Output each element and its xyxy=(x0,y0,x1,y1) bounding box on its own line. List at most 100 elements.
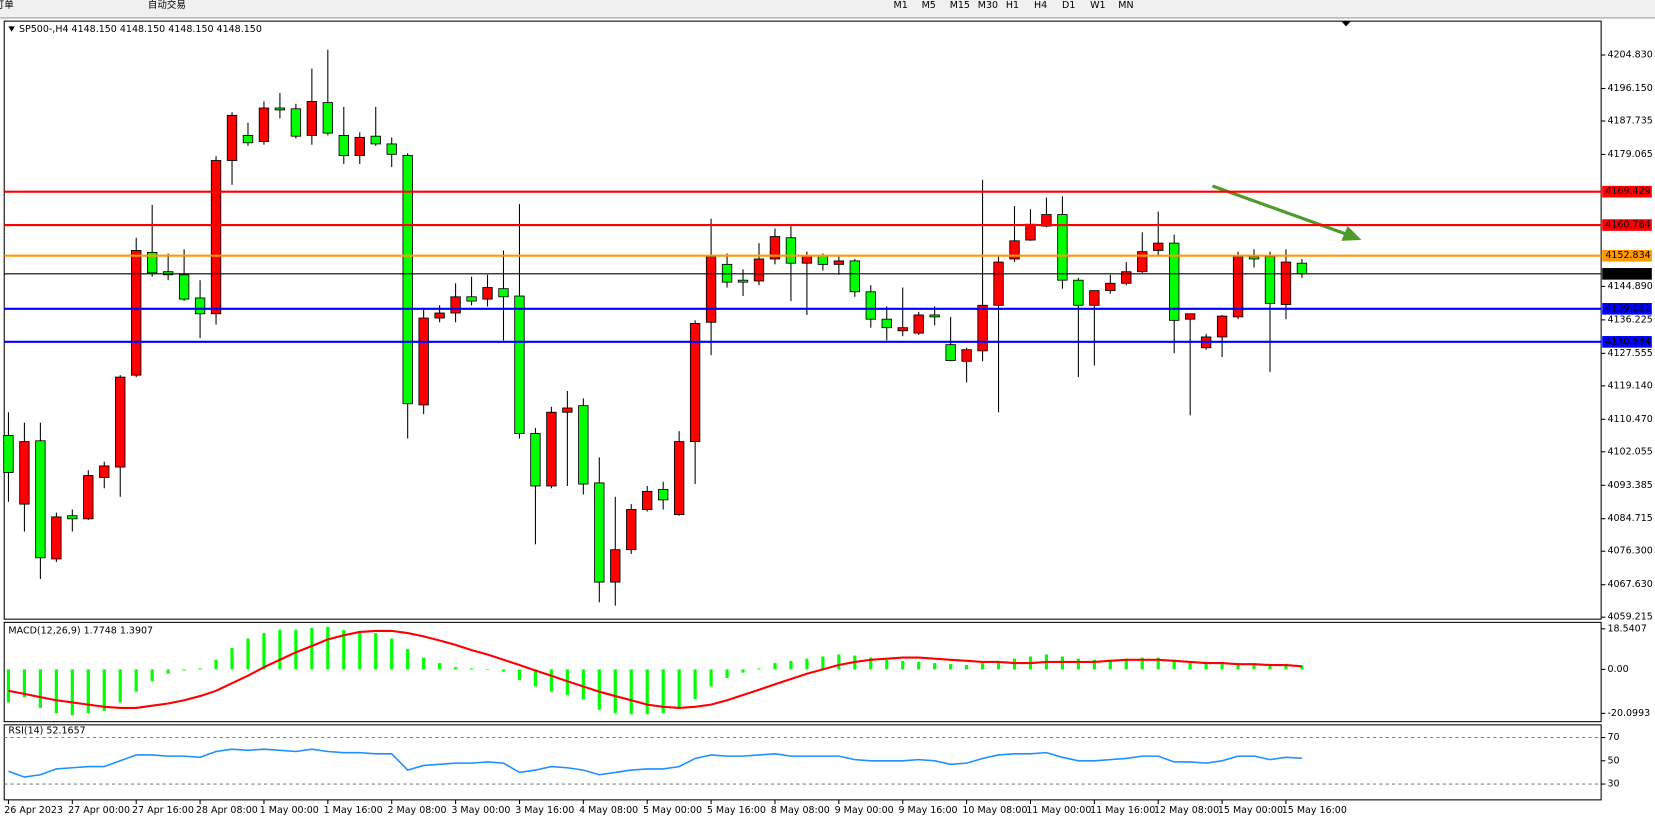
macd-bar xyxy=(517,669,522,681)
macd-bar xyxy=(709,669,713,687)
y-tick-label: 4127.555 xyxy=(1607,348,1652,359)
level-label-box xyxy=(1602,219,1652,231)
candle-body xyxy=(210,160,222,315)
candle-body xyxy=(833,260,845,265)
macd-bar xyxy=(38,669,42,708)
candle-body xyxy=(466,296,477,302)
macd-bar xyxy=(1284,664,1288,670)
macd-bar xyxy=(677,669,681,708)
macd-bar xyxy=(501,669,506,672)
macd-bar xyxy=(1172,659,1176,670)
candle-body xyxy=(913,314,924,334)
y-tick-label: 4084.715 xyxy=(1607,513,1652,524)
macd-bar xyxy=(310,627,314,670)
candle-body xyxy=(1025,223,1036,241)
symbol-icon xyxy=(8,26,15,32)
macd-bar xyxy=(597,669,601,710)
timeframe-button[interactable]: H4 xyxy=(1034,0,1047,11)
x-tick-label: 5 May 00:00 xyxy=(643,805,702,816)
macd-bar xyxy=(1188,661,1192,670)
x-tick-label: 11 May 00:00 xyxy=(1026,805,1091,816)
macd-bar xyxy=(102,669,106,711)
macd-bar xyxy=(262,633,266,670)
x-tick-label: 11 May 16:00 xyxy=(1090,805,1155,816)
macd-bar xyxy=(422,657,426,670)
y-tick-label: 4196.150 xyxy=(1607,83,1652,94)
candle-body xyxy=(865,291,876,320)
y-tick-label: 4187.735 xyxy=(1607,115,1652,126)
timeframe-button[interactable]: H1 xyxy=(1006,0,1019,11)
macd-bar xyxy=(485,669,490,671)
candle-body xyxy=(1296,262,1308,275)
macd-bar xyxy=(278,630,282,670)
timeframe-button[interactable]: MN xyxy=(1118,0,1133,11)
x-tick-label: 2 May 08:00 xyxy=(387,805,446,816)
macd-bar xyxy=(949,664,953,670)
candle-body xyxy=(977,304,988,352)
x-tick-label: 3 May 16:00 xyxy=(515,805,574,816)
x-tick-label: 15 May 00:00 xyxy=(1218,805,1283,816)
timeframe-button[interactable]: M5 xyxy=(922,0,936,11)
level-label-box xyxy=(1602,302,1652,315)
rsi-line xyxy=(8,748,1302,778)
trend-arrow-head xyxy=(1341,226,1362,241)
macd-bar xyxy=(1268,664,1272,670)
candle-body xyxy=(178,274,190,300)
candle-body xyxy=(67,515,78,520)
candle-body xyxy=(386,143,397,155)
y-tick-label: 4119.140 xyxy=(1607,380,1652,391)
x-tick-label: 1 May 00:00 xyxy=(260,805,319,816)
timeframe-button[interactable]: M15 xyxy=(950,0,970,11)
candle-body xyxy=(146,251,158,274)
y-tick-label: 4102.055 xyxy=(1607,446,1652,457)
candle-body xyxy=(418,317,429,406)
candle-body xyxy=(817,255,829,265)
candle-body xyxy=(1169,242,1180,321)
candle-body xyxy=(1184,313,1196,320)
macd-bar xyxy=(1124,658,1128,670)
candle-body xyxy=(929,314,940,318)
candle-body xyxy=(610,549,621,583)
macd-bar xyxy=(342,630,346,670)
toolbar-button[interactable]: 自动交易 xyxy=(148,0,186,11)
candle-body xyxy=(1009,240,1020,260)
macd-bar xyxy=(645,669,649,715)
candle-body xyxy=(242,134,254,144)
x-tick-label: 1 May 16:00 xyxy=(324,805,383,816)
candle-body xyxy=(338,134,349,156)
candle-body xyxy=(737,279,749,283)
macd-bar xyxy=(390,638,394,670)
macd-bar xyxy=(1076,658,1080,670)
candle-body xyxy=(769,236,781,260)
toolbar-button[interactable]: 新订单 xyxy=(0,0,14,11)
y-tick-label: 30 xyxy=(1607,779,1619,790)
candle-body xyxy=(290,108,302,137)
candle-body xyxy=(514,295,525,434)
x-tick-label: 26 Apr 2023 xyxy=(4,805,63,816)
timeframe-button[interactable]: M1 xyxy=(894,0,908,11)
macd-bar xyxy=(358,630,362,670)
candle-body xyxy=(578,405,589,485)
candle-body xyxy=(434,312,445,319)
macd-bar xyxy=(917,661,921,670)
candle-body xyxy=(354,136,365,156)
macd-bar xyxy=(469,668,474,670)
macd-bar xyxy=(1156,657,1160,670)
macd-bar xyxy=(1252,663,1256,670)
macd-bar xyxy=(1140,657,1144,670)
y-tick-label: 4110.470 xyxy=(1607,414,1652,425)
timeframe-button[interactable]: W1 xyxy=(1090,0,1105,11)
x-tick-label: 28 Apr 08:00 xyxy=(196,805,258,816)
candle-body xyxy=(1248,256,1260,260)
level-label: 4148.150 xyxy=(1605,268,1650,279)
y-tick-label: 4179.065 xyxy=(1607,149,1652,160)
macd-bar xyxy=(118,669,122,703)
candle-body xyxy=(498,288,509,298)
chart-title: SP500-,H4 4148.150 4148.150 4148.150 414… xyxy=(19,24,262,35)
macd-bar xyxy=(661,669,665,714)
macd-bar xyxy=(757,668,761,670)
macd-bar xyxy=(438,663,442,670)
level-label: 4160.784 xyxy=(1605,220,1650,231)
timeframe-button[interactable]: M30 xyxy=(978,0,998,11)
timeframe-button[interactable]: D1 xyxy=(1062,0,1075,11)
